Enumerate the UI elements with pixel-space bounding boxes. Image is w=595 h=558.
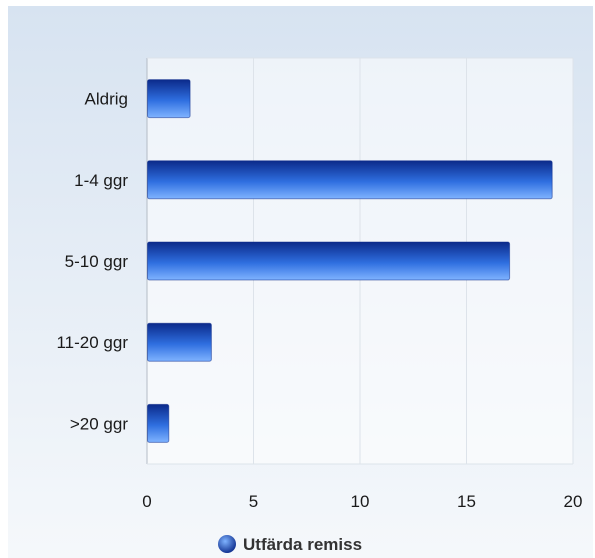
bar bbox=[147, 79, 191, 119]
x-tick-label: 20 bbox=[564, 492, 583, 511]
x-tick-label: 0 bbox=[142, 492, 151, 511]
legend-marker bbox=[218, 535, 236, 553]
category-label: >20 ggr bbox=[70, 414, 128, 433]
category-label: Aldrig bbox=[85, 90, 128, 109]
bar bbox=[147, 403, 170, 443]
category-label: 5-10 ggr bbox=[65, 252, 129, 271]
chart-container: Aldrig 1-4 ggr 5-10 ggr 11-20 ggr >20 ggr 0 5… bbox=[8, 6, 593, 558]
x-axis-tick-labels: 0 5 10 15 20 bbox=[142, 492, 582, 511]
category-labels: Aldrig 1-4 ggr 5-10 ggr 11-20 ggr >20 ggr bbox=[56, 90, 128, 434]
category-label: 11-20 ggr bbox=[56, 333, 128, 352]
bars bbox=[147, 79, 553, 443]
legend-label: Utfärda remiss bbox=[243, 535, 362, 554]
bar bbox=[147, 160, 553, 200]
bar-chart: Aldrig 1-4 ggr 5-10 ggr 11-20 ggr >20 ggr 0 5… bbox=[8, 6, 593, 558]
bar bbox=[147, 241, 511, 281]
bar bbox=[147, 322, 212, 362]
x-tick-label: 10 bbox=[351, 492, 370, 511]
legend: Utfärda remiss bbox=[218, 535, 362, 554]
x-tick-label: 5 bbox=[249, 492, 258, 511]
category-label: 1-4 ggr bbox=[74, 171, 128, 190]
x-tick-label: 15 bbox=[457, 492, 476, 511]
